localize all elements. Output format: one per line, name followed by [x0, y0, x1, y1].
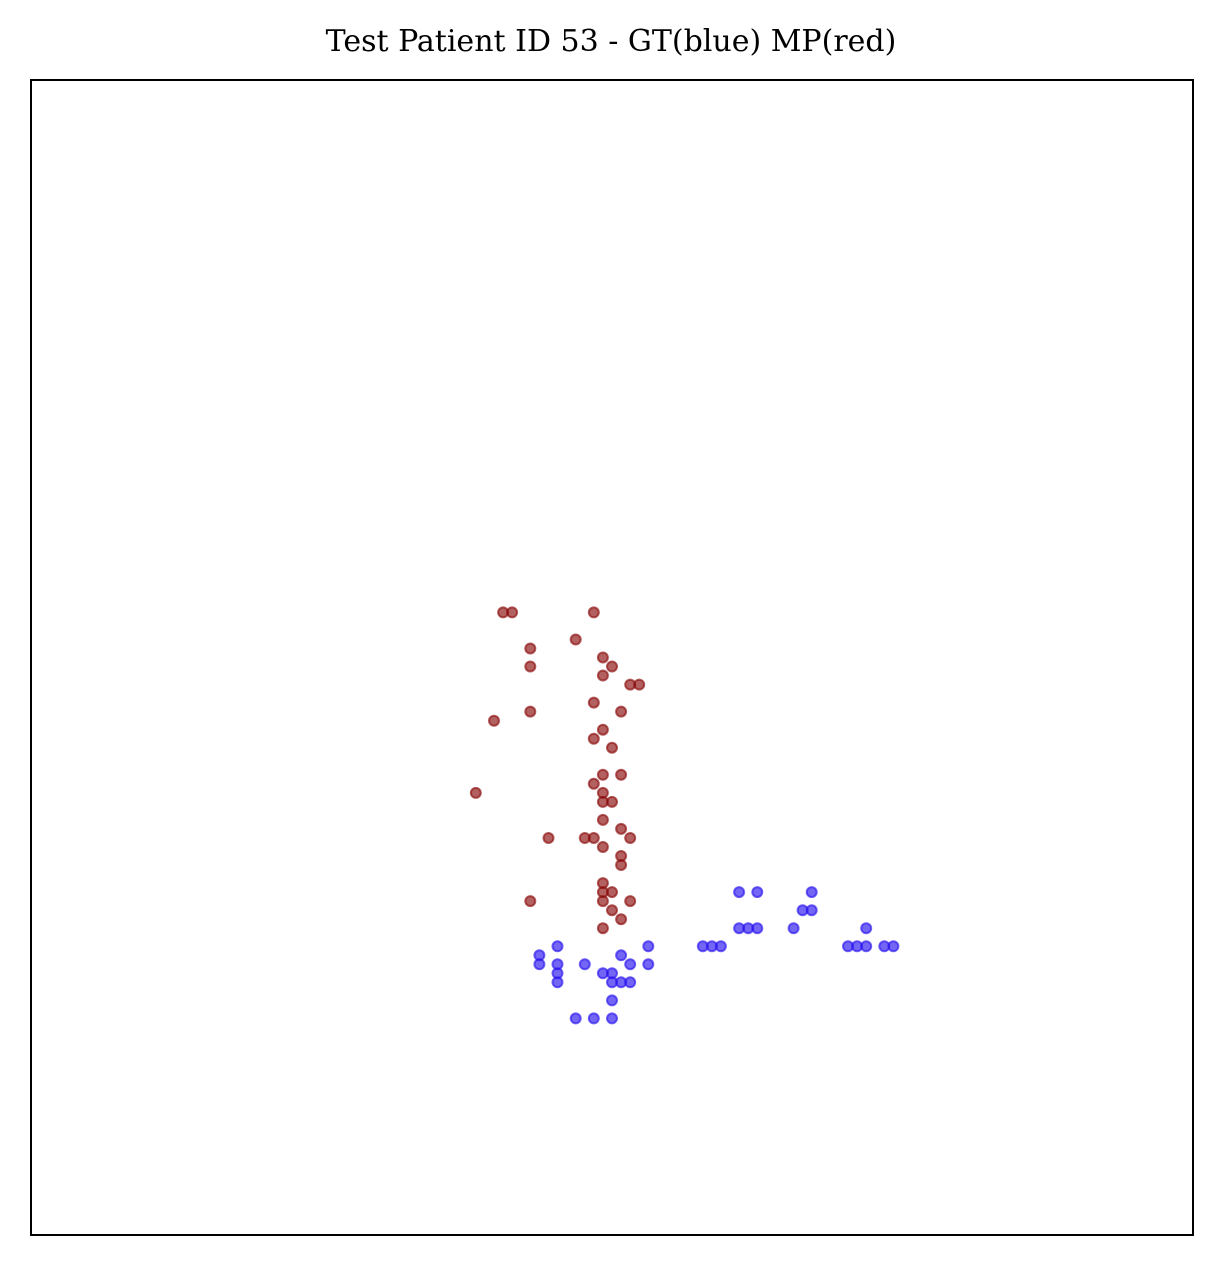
- mp-point-16: [615, 822, 628, 835]
- mp-point-14: [587, 832, 600, 844]
- mp-point-5: [624, 895, 637, 908]
- gt-point-32: [860, 922, 873, 935]
- mp-point-15: [624, 832, 637, 844]
- gt-point-37: [805, 886, 818, 899]
- plot-frame: [30, 79, 1194, 1236]
- mp-point-24: [615, 768, 628, 781]
- gt-point-19: [642, 940, 655, 953]
- mp-point-1: [615, 913, 628, 926]
- gt-point-3: [606, 994, 618, 1007]
- gt-point-13: [578, 958, 591, 971]
- mp-point-21: [596, 786, 609, 799]
- gt-point-16: [533, 949, 546, 962]
- mp-point-22: [587, 777, 600, 790]
- mp-point-2: [606, 904, 618, 917]
- gt-point-36: [751, 886, 764, 899]
- gt-point-27: [887, 940, 900, 953]
- gt-point-30: [751, 922, 764, 935]
- gt-point-25: [860, 940, 873, 953]
- mp-point-33: [633, 678, 646, 691]
- gt-point-0: [569, 1012, 582, 1025]
- chart-title: Test Patient ID 53 - GT(blue) MP(red): [325, 24, 897, 59]
- mp-point-29: [524, 705, 537, 718]
- mp-point-27: [488, 714, 500, 727]
- gt-point-18: [551, 940, 564, 953]
- gt-point-31: [787, 922, 800, 935]
- mp-point-19: [606, 795, 618, 808]
- mp-point-10: [615, 850, 628, 862]
- gt-point-7: [624, 976, 637, 989]
- gt-point-12: [551, 958, 564, 971]
- gt-point-14: [624, 958, 637, 971]
- mp-point-34: [596, 669, 609, 682]
- gt-point-17: [615, 949, 628, 962]
- gt-point-34: [805, 904, 818, 917]
- mp-point-3: [524, 895, 537, 908]
- mp-point-0: [596, 922, 609, 935]
- mp-point-28: [596, 723, 609, 736]
- mp-point-35: [524, 660, 537, 673]
- gt-point-22: [714, 940, 727, 953]
- mp-point-39: [569, 633, 582, 646]
- gt-point-1: [587, 1012, 600, 1025]
- mp-point-12: [542, 832, 555, 844]
- mp-point-30: [615, 705, 628, 718]
- mp-point-7: [606, 886, 618, 899]
- mp-point-41: [506, 606, 519, 619]
- mp-point-11: [596, 841, 609, 853]
- mp-point-23: [596, 768, 609, 781]
- mp-point-42: [587, 606, 600, 619]
- mp-point-25: [606, 741, 618, 754]
- points-layer: [469, 606, 900, 1025]
- mp-point-17: [596, 813, 609, 826]
- gt-point-10: [606, 967, 618, 980]
- mp-point-36: [606, 660, 618, 673]
- mp-point-8: [596, 877, 609, 890]
- gt-point-2: [606, 1012, 618, 1025]
- mp-point-20: [469, 786, 482, 799]
- mp-point-31: [587, 696, 600, 709]
- mp-point-26: [587, 732, 600, 745]
- mp-point-38: [524, 642, 537, 655]
- gt-point-35: [733, 886, 746, 899]
- mp-point-37: [596, 651, 609, 664]
- gt-point-15: [642, 958, 655, 971]
